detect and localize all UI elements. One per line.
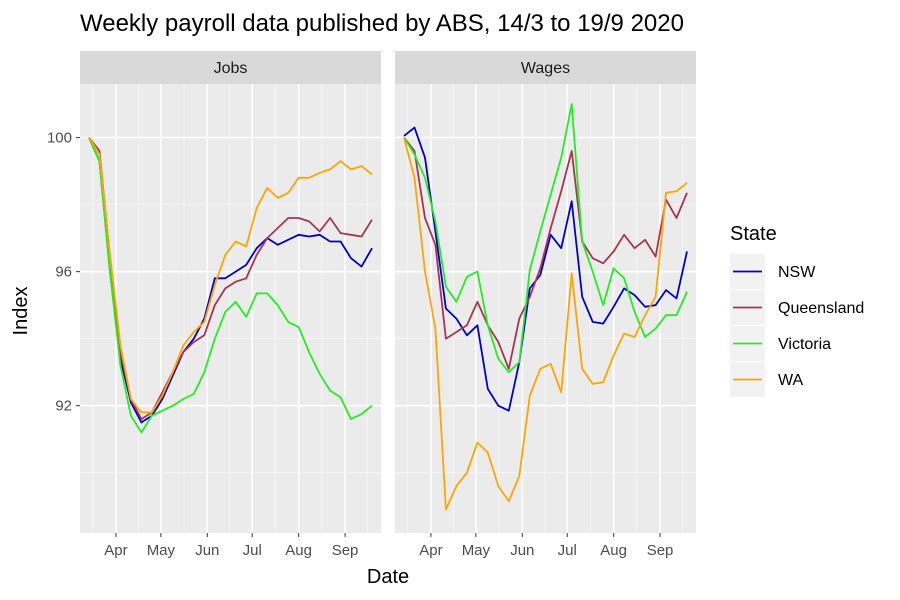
- facet-strip-label: Wages: [521, 60, 570, 77]
- legend-item: Queensland: [730, 290, 864, 325]
- panel-wages: Wages Apr May Jun Jul Aug Sep: [395, 51, 696, 559]
- y-axis-title: Index: [10, 287, 32, 336]
- x-tick-label: Sep: [647, 542, 674, 559]
- x-tick-label: Sep: [332, 542, 359, 559]
- legend-item: Victoria: [730, 326, 831, 361]
- legend-label: WA: [778, 372, 804, 389]
- panel-jobs: Jobs Apr May Jun Jul Aug Sep 92 96 100: [47, 51, 381, 559]
- x-tick-label: Jun: [510, 542, 534, 559]
- x-tick-label: May: [462, 542, 491, 559]
- y-tick-label: 92: [55, 398, 72, 415]
- legend-item: NSW: [730, 254, 816, 289]
- series-line-nsw: [88, 137, 373, 424]
- series-line-queensland: [88, 137, 373, 421]
- x-tick-label: Jul: [558, 542, 577, 559]
- legend: State NSW Queensland Victoria WA: [730, 223, 864, 397]
- series-line-nsw: [403, 126, 688, 412]
- plot-background: [80, 84, 381, 533]
- y-tick-label: 100: [47, 130, 72, 147]
- plot-background: [395, 84, 696, 533]
- series-line-wa: [88, 137, 373, 414]
- x-tick-label: Apr: [419, 542, 442, 559]
- legend-item: WA: [730, 362, 804, 397]
- facet-strip: [395, 51, 696, 84]
- x-tick-label: Jun: [195, 542, 219, 559]
- series-line-queensland: [403, 137, 688, 370]
- y-tick-label: 96: [55, 264, 72, 281]
- facet-strip-label: Jobs: [214, 60, 248, 77]
- legend-label: Queensland: [778, 300, 864, 317]
- legend-title: State: [730, 223, 777, 245]
- series-line-victoria: [88, 137, 373, 434]
- x-tick-label: Aug: [285, 542, 312, 559]
- facet-panels: Jobs Apr May Jun Jul Aug Sep 92 96 100 Wages Apr May…: [47, 51, 696, 559]
- legend-label: NSW: [778, 264, 816, 281]
- x-tick-label: Aug: [600, 542, 627, 559]
- x-tick-label: Jul: [243, 542, 262, 559]
- series-line-wa: [403, 137, 688, 511]
- chart-title: Weekly payroll data published by ABS, 14…: [80, 10, 684, 37]
- x-axis-title: Date: [367, 566, 409, 588]
- x-tick-label: Apr: [104, 542, 127, 559]
- facet-strip: [80, 51, 381, 84]
- x-tick-label: May: [147, 542, 176, 559]
- legend-label: Victoria: [778, 336, 831, 353]
